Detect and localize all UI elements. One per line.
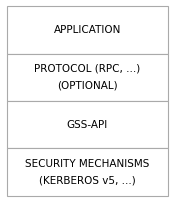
Text: (OPTIONAL): (OPTIONAL)	[57, 81, 118, 91]
Text: (KERBEROS v5, ...): (KERBEROS v5, ...)	[39, 176, 136, 186]
FancyBboxPatch shape	[7, 101, 168, 148]
FancyBboxPatch shape	[7, 54, 168, 101]
Text: GSS-API: GSS-API	[67, 120, 108, 130]
FancyBboxPatch shape	[7, 148, 168, 196]
Text: SECURITY MECHANISMS: SECURITY MECHANISMS	[25, 159, 150, 169]
Text: PROTOCOL (RPC, ...): PROTOCOL (RPC, ...)	[34, 64, 141, 74]
FancyBboxPatch shape	[7, 6, 168, 54]
Text: APPLICATION: APPLICATION	[54, 25, 121, 35]
